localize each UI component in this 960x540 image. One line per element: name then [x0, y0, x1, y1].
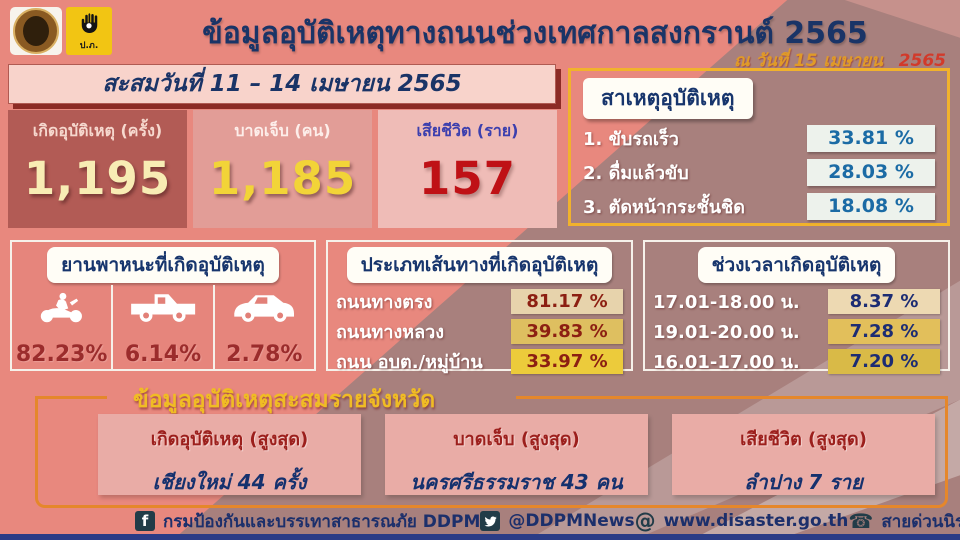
ddpm-logo-text: ป.ภ.	[79, 41, 99, 51]
road-types-panel-title: ประเภทเส้นทางที่เกิดอุบัติเหตุ	[346, 247, 613, 283]
page-title: ข้อมูลอุบัติเหตุทางถนนช่วงเทศกาลสงกรานต์…	[202, 15, 868, 51]
time-period-row: 19.01-20.00 น. 7.28 %	[645, 317, 948, 346]
motorcycle-percent: 82.23%	[15, 342, 108, 367]
road-type-row: ถนนทางหลวง 39.83 %	[328, 317, 631, 346]
vehicle-car: 2.78%	[212, 285, 314, 371]
road-type-value: 81.17 %	[511, 289, 623, 314]
phone-icon: ☎	[848, 509, 874, 533]
road-type-label: ถนนทางหลวง	[336, 322, 445, 343]
car-icon	[234, 295, 295, 322]
stat-injuries-value: 1,185	[208, 152, 357, 205]
road-type-value: 39.83 %	[511, 319, 623, 344]
pickup-truck-icon	[130, 294, 195, 322]
period-banner: สะสมวันที่ 11 – 14 เมษายน 2565	[8, 64, 556, 104]
footer-twitter: @DDPMNews	[480, 511, 635, 531]
road-type-label: ถนนทางตรง	[336, 292, 433, 313]
footer: f กรมป้องกันและบรรเทาสาธารณภัย DDPM @DDP…	[0, 508, 960, 534]
cause-label: 1. ขับรถเร็ว	[583, 128, 679, 150]
footer-website: @ www.disaster.go.th	[635, 509, 849, 533]
stat-deaths: เสียชีวิต (ราย) 157	[378, 110, 557, 228]
causes-panel-title: สาเหตุอุบัติเหตุ	[583, 78, 753, 119]
causes-panel: สาเหตุอุบัติเหตุ 1. ขับรถเร็ว 33.81 % 2.…	[568, 68, 950, 226]
stat-accidents-label: เกิดอุบัติเหตุ (ครั้ง)	[32, 121, 163, 140]
ddpm-logo: ป.ภ.	[66, 7, 112, 55]
road-types-panel: ประเภทเส้นทางที่เกิดอุบัติเหตุ ถนนทางตรง…	[326, 240, 633, 374]
cause-value: 33.81 %	[807, 124, 935, 152]
time-period-label: 17.01-18.00 น.	[653, 292, 800, 313]
time-period-label: 16.01-17.00 น.	[653, 352, 800, 373]
cause-row: 2. ดื่มแล้วขับ 28.03 %	[571, 155, 947, 189]
hotline-text: สายด่วนนิรภัย 1784	[881, 511, 960, 532]
time-periods-panel: ช่วงเวลาเกิดอุบัติเหตุ 17.01-18.00 น. 8.…	[643, 240, 950, 374]
province-box-value: ลำปาง 7 ราย	[744, 470, 863, 494]
vehicles-panel-title: ยานพาหนะที่เกิดอุบัติเหตุ	[47, 247, 279, 283]
time-period-row: 16.01-17.00 น. 7.20 %	[645, 347, 948, 376]
at-icon: @	[634, 509, 656, 533]
time-period-value: 7.20 %	[828, 349, 940, 374]
time-period-label: 19.01-20.00 น.	[653, 322, 800, 343]
cause-value: 18.08 %	[807, 192, 935, 220]
time-period-value: 8.37 %	[828, 289, 940, 314]
road-type-row: ถนน อบต./หมู่บ้าน 33.97 %	[328, 347, 631, 376]
time-periods-panel-title: ช่วงเวลาเกิดอุบัติเหตุ	[697, 247, 896, 283]
footer-facebook: f กรมป้องกันและบรรเทาสาธารณภัย DDPM	[135, 508, 480, 535]
cause-value: 28.03 %	[807, 158, 935, 186]
hand-icon	[81, 13, 98, 33]
vehicle-pickup: 6.14%	[111, 285, 212, 371]
pickup-percent: 6.14%	[124, 342, 202, 367]
province-box-label: เสียชีวิต (สูงสุด)	[740, 429, 867, 450]
province-box-label: บาดเจ็บ (สูงสุด)	[453, 429, 580, 450]
stat-deaths-value: 157	[419, 152, 516, 205]
stat-accidents-value: 1,195	[23, 152, 172, 205]
facebook-icon: f	[135, 511, 155, 531]
provinces-section-title: ข้อมูลอุบัติเหตุสะสมรายจังหวัด	[133, 387, 436, 413]
as-of-date: ณ วันที่ 15 เมษายน 2565	[734, 47, 946, 74]
footer-hotline: ☎ สายด่วนนิรภัย 1784	[848, 508, 960, 535]
section-border-line	[35, 396, 107, 399]
province-box-deaths: เสียชีวิต (สูงสุด) ลำปาง 7 ราย	[672, 414, 935, 495]
ministry-seal-icon	[13, 8, 59, 54]
ministry-of-interior-logo	[10, 7, 62, 55]
section-border-line	[516, 396, 948, 399]
website-url: www.disaster.go.th	[663, 511, 849, 531]
cause-label: 3. ตัดหน้ากระชั้นชิด	[583, 196, 745, 218]
car-percent: 2.78%	[226, 342, 303, 367]
time-period-value: 7.28 %	[828, 319, 940, 344]
time-period-row: 17.01-18.00 น. 8.37 %	[645, 287, 948, 316]
as-of-year: 2565	[898, 51, 946, 71]
province-box-accidents: เกิดอุบัติเหตุ (สูงสุด) เชียงใหม่ 44 ครั…	[98, 414, 361, 495]
cause-row: 3. ตัดหน้ากระชั้นชิด 18.08 %	[571, 189, 947, 223]
provinces-section: ข้อมูลอุบัติเหตุสะสมรายจังหวัด เกิดอุบัต…	[35, 387, 948, 508]
stat-injuries-label: บาดเจ็บ (คน)	[234, 121, 331, 140]
twitter-handle: @DDPMNews	[508, 511, 635, 531]
cause-row: 1. ขับรถเร็ว 33.81 %	[571, 121, 947, 155]
stat-deaths-label: เสียชีวิต (ราย)	[416, 121, 519, 140]
bottom-navy-strip	[0, 534, 960, 540]
road-type-value: 33.97 %	[511, 349, 623, 374]
as-of-date-text: ณ วันที่ 15 เมษายน	[733, 51, 883, 71]
stat-accidents: เกิดอุบัติเหตุ (ครั้ง) 1,195	[8, 110, 187, 228]
vehicles-panel: ยานพาหนะที่เกิดอุบัติเหตุ 82.23%	[10, 240, 316, 371]
province-box-label: เกิดอุบัติเหตุ (สูงสุด)	[150, 429, 309, 450]
facebook-text: กรมป้องกันและบรรเทาสาธารณภัย DDPM	[163, 511, 481, 532]
province-box-value: นครศรีธรรมราช 43 คน	[410, 470, 623, 494]
province-box-value: เชียงใหม่ 44 ครั้ง	[152, 470, 307, 494]
road-type-label: ถนน อบต./หมู่บ้าน	[336, 352, 483, 373]
summary-stats: เกิดอุบัติเหตุ (ครั้ง) 1,195 บาดเจ็บ (คน…	[8, 110, 557, 228]
road-type-row: ถนนทางตรง 81.17 %	[328, 287, 631, 316]
province-box-injuries: บาดเจ็บ (สูงสุด) นครศรีธรรมราช 43 คน	[385, 414, 648, 495]
twitter-icon	[480, 511, 501, 531]
cause-label: 2. ดื่มแล้วขับ	[583, 162, 689, 184]
vehicle-motorcycle: 82.23%	[12, 285, 111, 371]
stat-injuries: บาดเจ็บ (คน) 1,185	[193, 110, 372, 228]
motorcycle-icon	[41, 292, 83, 323]
